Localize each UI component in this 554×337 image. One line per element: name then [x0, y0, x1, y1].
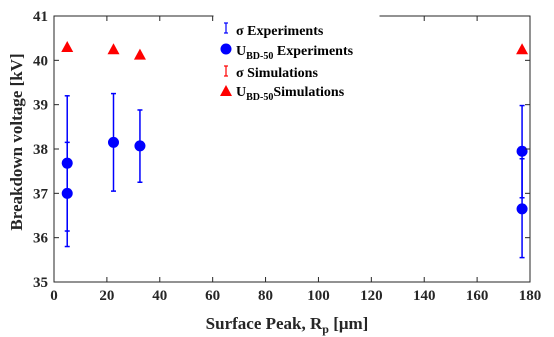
- x-tick-label: 0: [50, 288, 58, 304]
- legend-entry-sigma-experiments: σ Experiments: [236, 24, 324, 39]
- data-point-simulation: [133, 48, 146, 60]
- x-tick-label: 140: [413, 288, 436, 304]
- y-tick-label: 40: [33, 53, 48, 69]
- data-point-experiment: [108, 136, 119, 148]
- data-point-experiment: [61, 157, 73, 169]
- x-tick-label: 20: [99, 288, 114, 304]
- x-tick-label: 40: [152, 288, 167, 304]
- x-tick-label: 120: [360, 288, 383, 304]
- data-point-simulation: [61, 41, 74, 53]
- y-axis-title: Breakdown voltage [kV]: [7, 53, 26, 230]
- data-point-simulation: [516, 43, 529, 55]
- y-tick-label: 39: [33, 98, 48, 114]
- y-tick-label: 37: [33, 186, 49, 202]
- legend: σ Experiments UBD-50 Experiments σ Simul…: [213, 14, 380, 105]
- data-point-simulation: [107, 43, 120, 55]
- data-point-experiment: [134, 140, 146, 152]
- x-axis-title: Surface Peak, Rp [μm]: [206, 314, 369, 336]
- y-tick-label: 41: [33, 9, 48, 25]
- axes: 0 20 40 60 80 100 120 140 160 180 35 36 37 38 39 40 41: [33, 9, 541, 304]
- y-tick-label: 38: [33, 142, 48, 158]
- legend-marker-ubd-experiments: [220, 43, 232, 55]
- x-tick-label: 180: [519, 288, 542, 304]
- legend-marker-ubd-simulations: [220, 85, 232, 96]
- data-point-experiment: [516, 203, 528, 215]
- data-point-experiment: [516, 145, 528, 157]
- plot-area: [61, 41, 529, 259]
- y-tick-label: 35: [33, 275, 48, 291]
- x-tick-label: 80: [258, 288, 273, 304]
- legend-entry-ubd-simulations: UBD-50Simulations: [236, 85, 345, 103]
- x-tick-label: 160: [466, 288, 489, 304]
- x-tick-label: 60: [205, 288, 220, 304]
- x-tick-label: 100: [307, 288, 330, 304]
- data-point-experiment: [61, 187, 73, 199]
- legend-box: [213, 14, 380, 105]
- legend-entry-ubd-experiments: UBD-50 Experiments: [236, 44, 354, 62]
- legend-entry-sigma-simulations: σ Simulations: [236, 66, 318, 81]
- y-tick-label: 36: [33, 231, 49, 247]
